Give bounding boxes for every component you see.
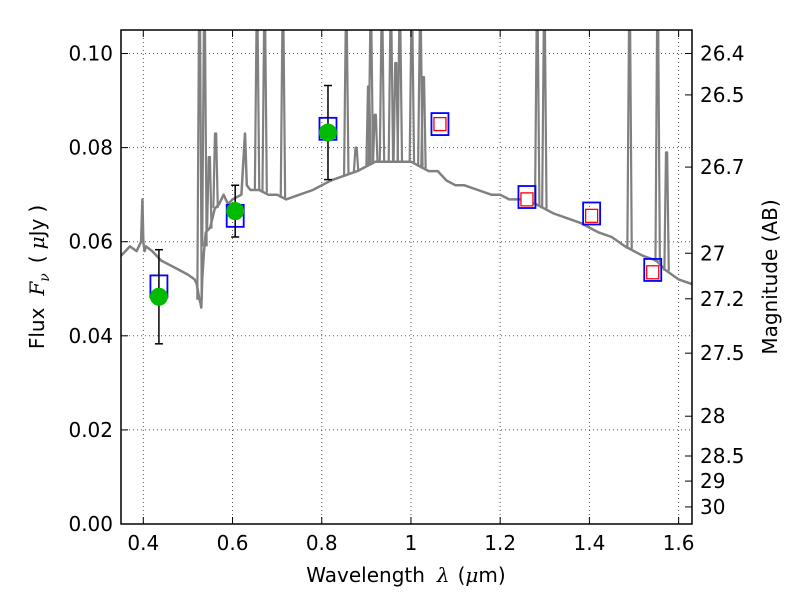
x-tick-label: 0.6	[217, 531, 249, 555]
x-tick-label: 1	[405, 531, 418, 555]
emission-line-spike	[212, 132, 219, 208]
spectrum-layer	[121, 30, 692, 309]
emission-line-spike	[533, 30, 541, 205]
x-tick-label: 1.6	[663, 531, 695, 555]
y2-tick-label: 26.7	[700, 155, 745, 179]
emission-line-spike	[196, 30, 203, 300]
upper-limit-box	[584, 208, 599, 223]
emission-line-spike	[420, 75, 427, 169]
y2-axis-title: Magnitude (AB)	[758, 199, 782, 354]
y-tick-label: 0.02	[68, 418, 113, 442]
photometry-layer	[149, 84, 663, 345]
upper-limit-box	[433, 116, 447, 132]
emission-line-spike	[541, 30, 548, 209]
y2-tick-label: 27.5	[700, 341, 745, 365]
spectrum-line	[121, 132, 692, 309]
model-flux-box	[517, 185, 537, 209]
emission-line-spike	[206, 155, 213, 229]
emission-line-spike	[279, 30, 287, 198]
y-tick-label: 0.00	[68, 512, 113, 536]
emission-line-spike	[654, 30, 661, 262]
axis-ticks: 0.4 0.6 0.8 1 1.2 1.4 1.6 0.00 0.02 0.04 0.06 0.08 0…	[68, 30, 745, 555]
emission-line-spike	[378, 30, 386, 162]
emission-line-spike	[626, 30, 633, 249]
emission-line-spike	[367, 30, 375, 165]
y-tick-label: 0.10	[68, 42, 113, 66]
y2-tick-label: 29	[700, 469, 725, 493]
emission-line-spike	[352, 146, 360, 172]
emission-line-spike	[371, 113, 379, 162]
emission-line-spike	[396, 30, 404, 162]
observed-flux-point	[149, 287, 168, 306]
x-axis-title: Wavelength λ (μm)	[306, 563, 505, 587]
y-axis-title: FluxFν(μJy)	[25, 205, 53, 349]
emission-line-spike	[261, 30, 268, 193]
x-tick-label: 0.8	[306, 531, 338, 555]
emission-line-spike	[387, 30, 395, 162]
y2-tick-label: 27.2	[700, 287, 745, 311]
emission-line-spike	[201, 30, 208, 247]
y-tick-label: 0.06	[68, 230, 113, 254]
model-flux-box	[643, 258, 663, 282]
emission-line-spike	[408, 30, 416, 163]
observed-flux-point	[226, 202, 245, 221]
emission-line-spike	[253, 30, 261, 190]
model-flux-box	[582, 201, 602, 226]
emission-line-spike	[342, 30, 350, 176]
plot-frame	[120, 29, 693, 525]
y-tick-label: 0.08	[68, 136, 113, 160]
upper-limit-box	[520, 192, 534, 207]
y2-tick-label: 26.4	[700, 41, 745, 65]
y2-tick-label: 28.5	[700, 444, 745, 468]
upper-limit-box	[646, 265, 660, 280]
y2-tick-label: 30	[700, 495, 725, 519]
y2-tick-label: 28	[700, 404, 725, 428]
x-tick-label: 1.2	[484, 531, 516, 555]
x-tick-label: 1.4	[573, 531, 605, 555]
y-tick-label: 0.04	[68, 324, 113, 348]
x-tick-label: 0.4	[127, 531, 159, 555]
y2-tick-label: 27	[700, 241, 725, 265]
y2-tick-label: 26.5	[700, 83, 745, 107]
observed-flux-point	[318, 123, 337, 142]
model-flux-box	[430, 112, 450, 136]
emission-line-spike	[663, 151, 670, 271]
